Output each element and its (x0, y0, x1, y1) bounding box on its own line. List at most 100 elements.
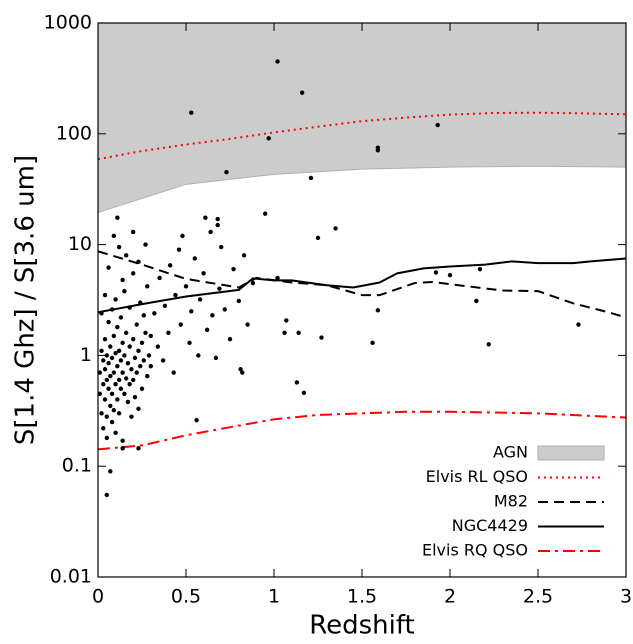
point (204, 327, 210, 333)
point (120, 277, 125, 283)
point (138, 363, 143, 369)
point (319, 335, 324, 340)
point (129, 414, 134, 419)
point (241, 253, 247, 258)
point (108, 469, 113, 474)
point (129, 367, 134, 372)
point (139, 340, 145, 345)
point (136, 446, 141, 451)
point (236, 298, 241, 304)
point (131, 337, 136, 342)
point (208, 229, 213, 235)
point (120, 446, 125, 451)
point (115, 324, 120, 330)
point (134, 370, 139, 375)
line (98, 410, 626, 451)
point (134, 322, 139, 327)
point (145, 284, 150, 289)
point (173, 292, 178, 298)
point (160, 358, 166, 363)
x-tick-label: 3 (620, 586, 632, 608)
point (120, 438, 125, 443)
point (99, 411, 104, 416)
y-tick-label: 0.01 (50, 566, 92, 588)
point (275, 59, 280, 64)
point (108, 344, 113, 349)
point (116, 377, 122, 383)
point (106, 265, 111, 270)
point (99, 348, 104, 354)
point (127, 381, 132, 387)
point (143, 330, 148, 335)
point (131, 377, 136, 383)
point (166, 330, 171, 335)
point (486, 342, 491, 347)
point (101, 426, 106, 431)
point (127, 305, 132, 310)
y-tick-label: 100 (56, 122, 92, 144)
point (162, 303, 168, 309)
point (222, 307, 227, 312)
x-tick-label: 1 (268, 586, 280, 608)
point (125, 399, 131, 405)
point (180, 233, 185, 239)
x-tick-label: 2.5 (523, 586, 553, 608)
point (447, 272, 453, 278)
point (197, 297, 203, 302)
point (120, 370, 125, 375)
point (99, 311, 104, 316)
point (113, 350, 118, 356)
legend-key (537, 445, 605, 461)
point (157, 275, 162, 281)
point (215, 216, 220, 222)
point (104, 492, 110, 498)
point (104, 377, 110, 383)
point (263, 211, 268, 216)
point (98, 370, 102, 375)
point (118, 315, 124, 320)
point (102, 337, 108, 342)
point (116, 411, 122, 416)
point (187, 340, 192, 345)
point (183, 284, 189, 289)
legend-label: Elvis RQ QSO (422, 541, 528, 560)
point (101, 358, 106, 363)
point (227, 337, 233, 342)
point (375, 308, 381, 313)
point (301, 390, 307, 395)
point (266, 136, 271, 141)
point (201, 271, 206, 276)
point (127, 344, 132, 349)
point (102, 397, 108, 402)
point (167, 263, 173, 268)
point (474, 298, 479, 304)
point (122, 288, 127, 294)
point (294, 380, 300, 385)
point (435, 122, 440, 128)
point (576, 322, 581, 327)
point (109, 419, 115, 425)
plot-area (98, 23, 626, 498)
point (122, 353, 127, 358)
point (109, 307, 115, 312)
point (171, 370, 176, 375)
point (299, 90, 305, 95)
point (106, 319, 111, 325)
point (189, 110, 194, 115)
point (315, 235, 321, 241)
point (155, 344, 161, 349)
point (131, 229, 136, 235)
point (213, 355, 219, 361)
point (108, 403, 113, 409)
point (102, 367, 108, 372)
point (118, 358, 124, 363)
point (189, 309, 194, 314)
point (104, 353, 110, 358)
point (102, 292, 108, 298)
y-tick-label: 1 (80, 344, 92, 366)
point (145, 373, 150, 379)
point (139, 386, 145, 391)
point (148, 363, 153, 369)
point (219, 244, 224, 250)
